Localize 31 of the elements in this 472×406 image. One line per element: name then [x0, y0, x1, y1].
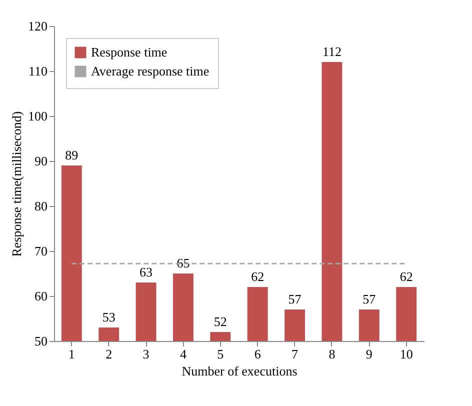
- x-tick-label: 2: [106, 346, 112, 362]
- x-tick-label: 4: [180, 346, 187, 362]
- data-label: 62: [251, 269, 264, 284]
- y-tick-label: 50: [34, 334, 48, 348]
- y-axis-title: Response time(millisecond): [9, 111, 24, 257]
- data-label: 52: [214, 314, 227, 329]
- data-label: 57: [362, 292, 376, 306]
- legend-label: Response time: [91, 44, 168, 60]
- y-tick-label: 90: [34, 154, 48, 168]
- data-label: 62: [400, 269, 413, 284]
- data-label: 57: [288, 292, 302, 306]
- data-label: 112: [322, 44, 342, 59]
- x-axis-title: Number of executions: [182, 364, 298, 378]
- x-tick-label: 9: [366, 346, 372, 362]
- x-tick-label: 8: [328, 346, 336, 362]
- x-tick-label: 10: [400, 346, 413, 362]
- x-tick-label: 6: [254, 346, 262, 362]
- y-tick-label: 120: [28, 18, 48, 34]
- y-tick-label: 80: [34, 198, 48, 214]
- x-tick-label: 5: [217, 346, 224, 362]
- x-tick-label: 1: [68, 346, 75, 362]
- y-tick-label: 110: [28, 64, 48, 78]
- y-tick-label: 100: [28, 108, 48, 124]
- y-tick-label: 60: [34, 288, 48, 304]
- data-label: 63: [140, 264, 153, 280]
- x-tick-label: 7: [292, 346, 299, 362]
- legend-label: Average response time: [91, 64, 210, 78]
- x-tick-label: 3: [142, 346, 150, 362]
- data-label: 89: [65, 148, 78, 162]
- data-label: 53: [102, 310, 116, 324]
- y-tick-label: 70: [34, 244, 48, 258]
